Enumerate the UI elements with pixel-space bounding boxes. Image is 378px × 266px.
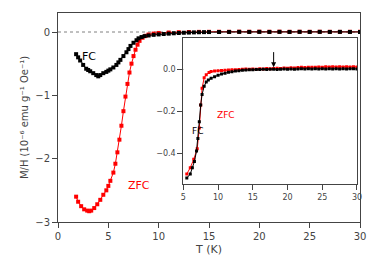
svg-text:0: 0 — [55, 231, 61, 242]
svg-text:−3: −3 — [35, 217, 50, 228]
svg-text:25: 25 — [303, 231, 316, 242]
svg-text:20: 20 — [253, 231, 266, 242]
svg-text:T (K): T (K) — [195, 243, 222, 256]
svg-text:5: 5 — [181, 193, 186, 202]
svg-text:FC: FC — [82, 50, 96, 63]
svg-text:30: 30 — [354, 231, 367, 242]
svg-text:20: 20 — [282, 193, 292, 202]
svg-text:15: 15 — [248, 193, 258, 202]
svg-text:−0.2: −0.2 — [156, 107, 175, 116]
svg-text:−0.4: −0.4 — [156, 149, 175, 158]
svg-text:FC: FC — [192, 126, 203, 136]
svg-text:0: 0 — [44, 27, 50, 38]
svg-text:25: 25 — [317, 193, 327, 202]
svg-text:ZFC: ZFC — [217, 110, 235, 120]
svg-text:−1: −1 — [35, 90, 50, 101]
svg-text:15: 15 — [203, 231, 216, 242]
svg-text:30: 30 — [352, 193, 362, 202]
svg-text:10: 10 — [152, 231, 165, 242]
svg-text:−2: −2 — [35, 153, 50, 164]
svg-text:M/H (10⁻⁶ emu g⁻¹ Oe⁻¹): M/H (10⁻⁶ emu g⁻¹ Oe⁻¹) — [19, 56, 30, 179]
svg-text:ZFC: ZFC — [128, 179, 150, 192]
svg-text:10: 10 — [213, 193, 223, 202]
svg-text:5: 5 — [105, 231, 111, 242]
svg-text:0.0: 0.0 — [163, 65, 176, 74]
